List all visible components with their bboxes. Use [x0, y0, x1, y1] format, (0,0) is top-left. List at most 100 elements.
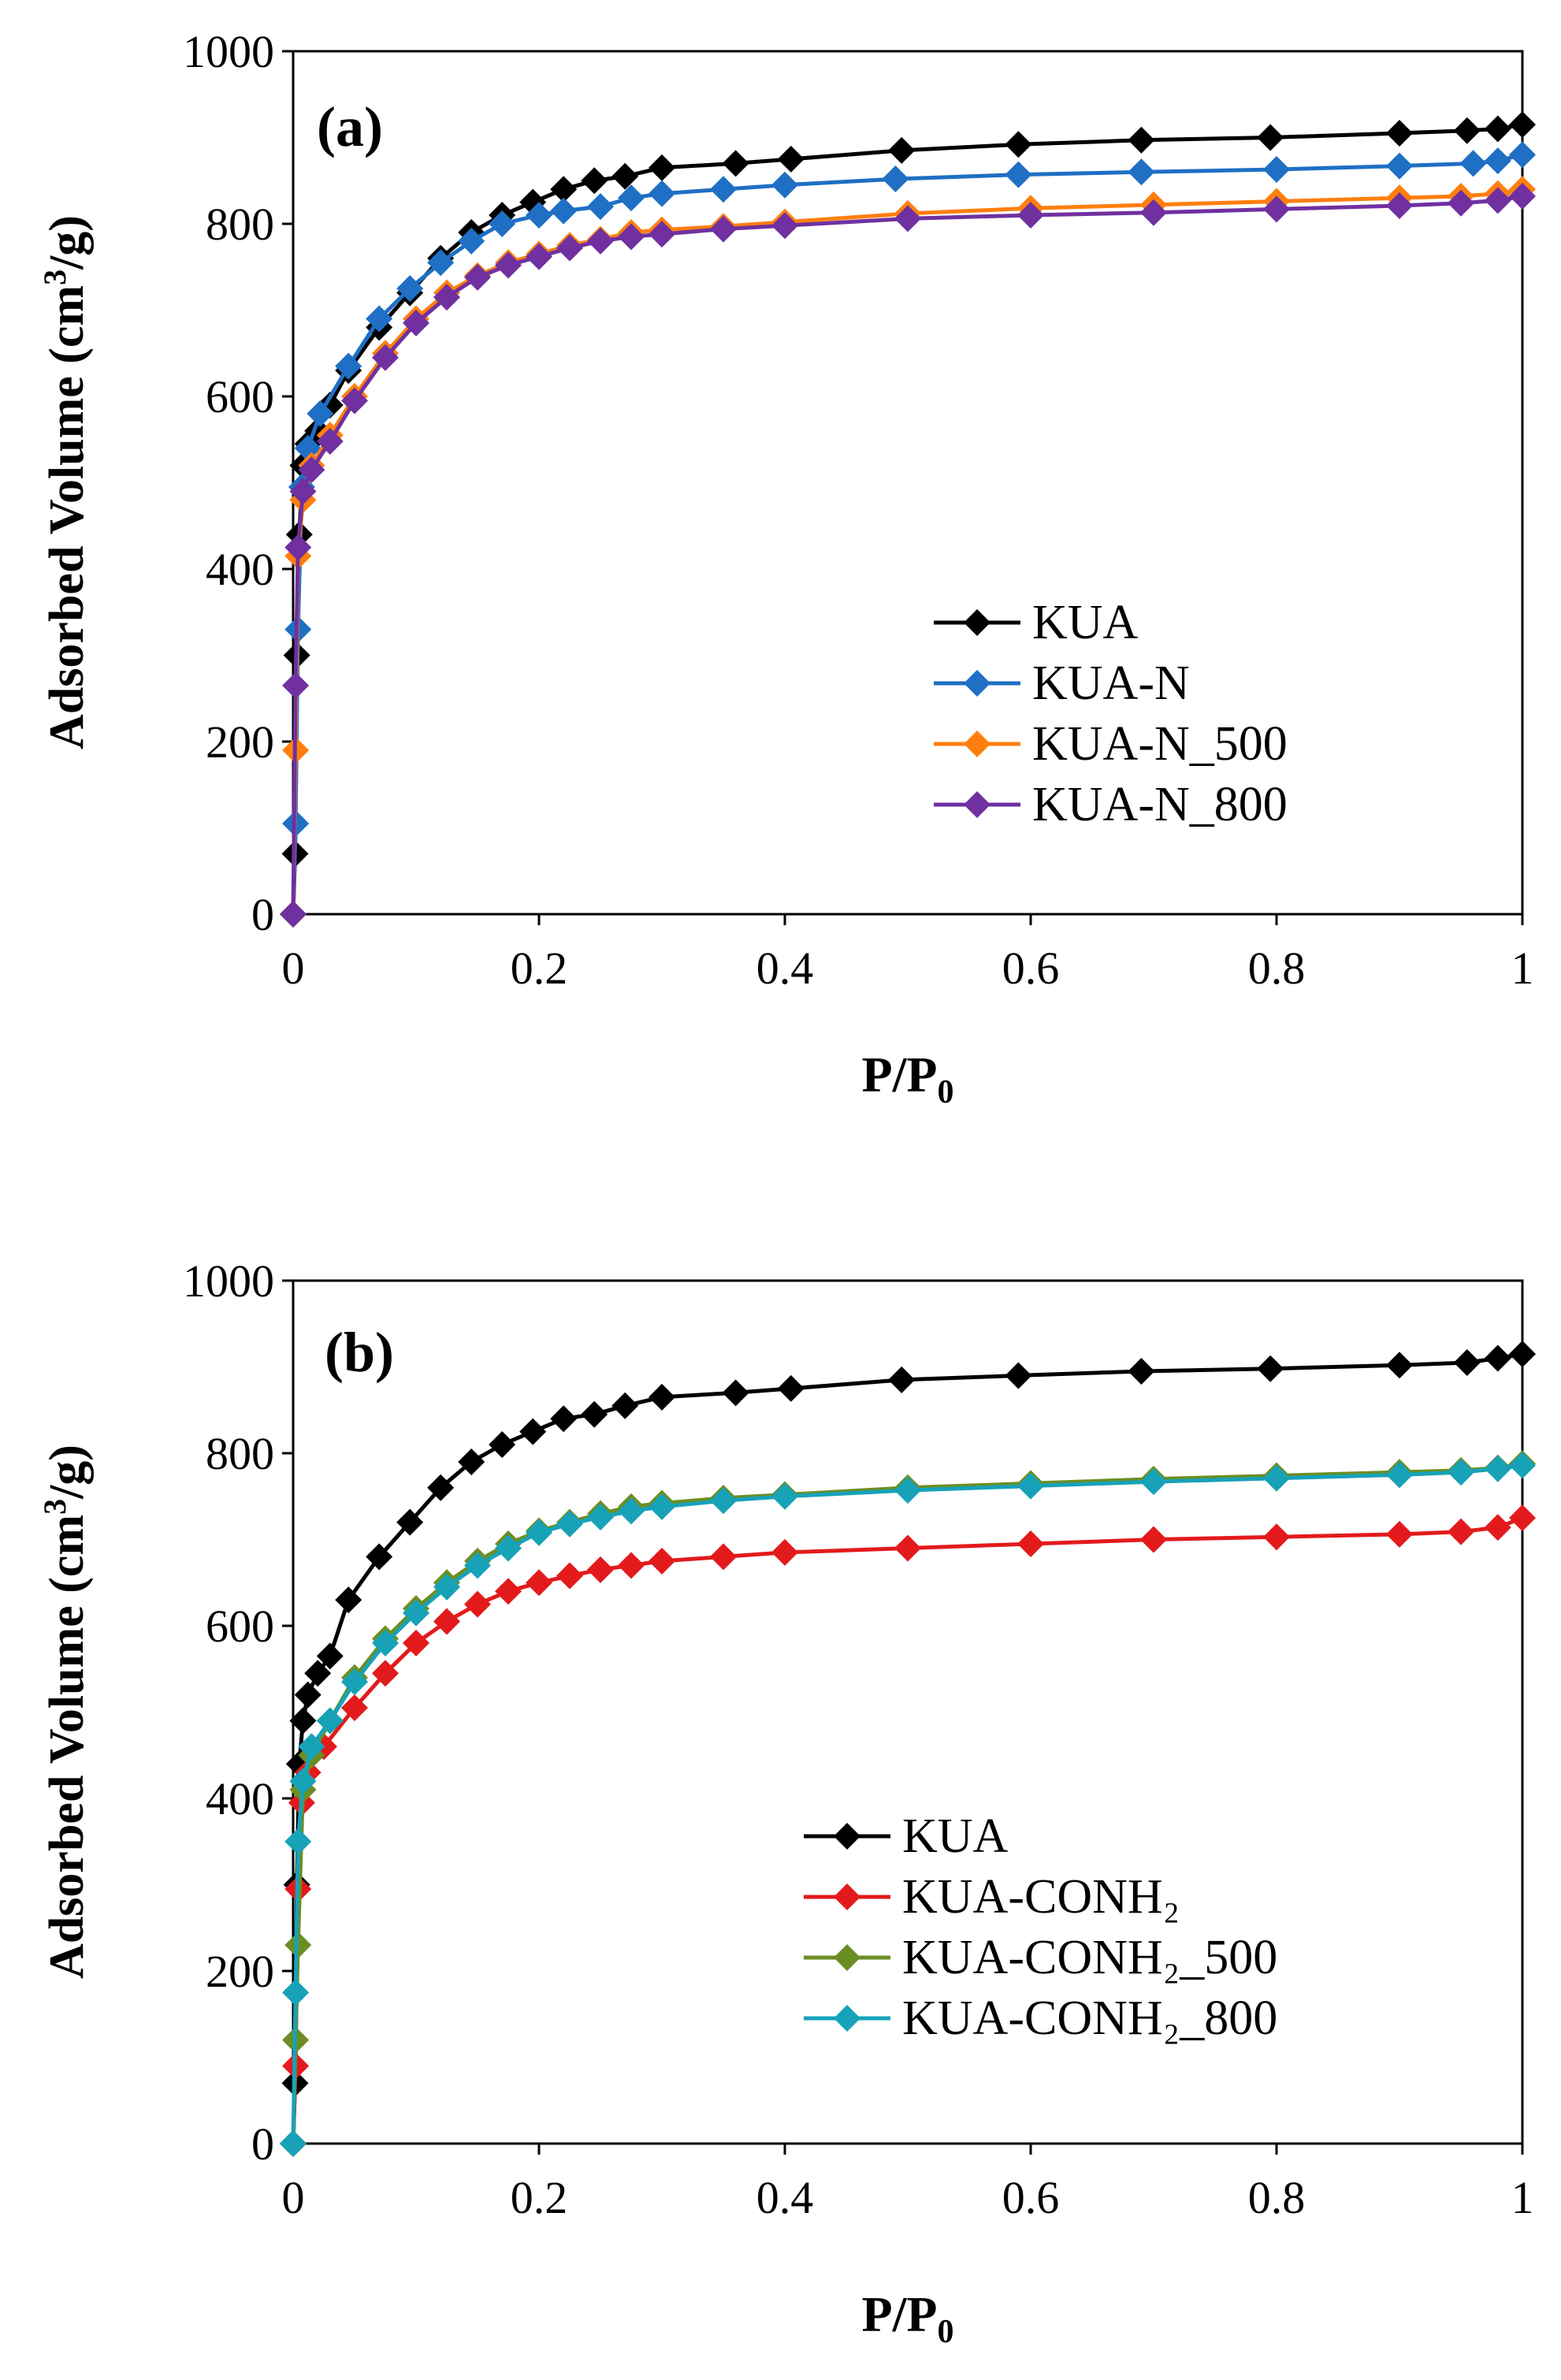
data-point [649, 180, 675, 207]
data-point [556, 1562, 583, 1590]
data-point [307, 400, 334, 427]
x-tick-label: 0.4 [756, 943, 814, 994]
data-point [495, 1578, 522, 1605]
data-point [722, 1379, 749, 1407]
data-point [1386, 152, 1413, 180]
data-point [526, 1519, 552, 1546]
data-point [649, 1547, 675, 1575]
data-point [649, 154, 675, 181]
data-point [1017, 1530, 1044, 1557]
data-point [710, 215, 737, 243]
data-point [282, 671, 310, 699]
data-point [298, 1733, 325, 1761]
data-point [649, 1383, 675, 1411]
data-point [771, 212, 798, 240]
data-point [341, 387, 368, 415]
legend-entry: KUA [934, 596, 1139, 649]
data-point [1140, 1468, 1167, 1496]
data-point [587, 193, 614, 221]
data-point [284, 534, 312, 561]
data-point [618, 223, 645, 251]
data-point [403, 1599, 429, 1627]
data-point [618, 184, 645, 212]
data-point [1484, 1455, 1511, 1482]
data-point [366, 1543, 393, 1571]
x-tick-label: 0.8 [1248, 943, 1306, 994]
legend: KUA KUA-CONH₂ KUA-CONH₂_500 KUA-CONH₂_800 [804, 1809, 1277, 2045]
data-point [1509, 182, 1536, 210]
data-point [366, 305, 393, 333]
legend-marker [964, 609, 990, 636]
data-point [888, 1366, 916, 1393]
data-point [1484, 147, 1511, 175]
data-point [284, 1828, 312, 1855]
data-point [1140, 199, 1167, 226]
data-point [458, 1448, 485, 1475]
data-point [304, 1660, 332, 1687]
data-point [316, 427, 344, 455]
data-point [1459, 150, 1487, 177]
series-kua-conh- [280, 1504, 1536, 2157]
data-point [526, 202, 552, 229]
x-tick-label: 0.6 [1002, 2172, 1060, 2223]
data-point [316, 1707, 344, 1735]
data-point [550, 197, 578, 225]
data-point [396, 1508, 424, 1536]
y-tick-label: 0 [251, 2118, 274, 2170]
data-point [316, 1642, 344, 1670]
data-point [433, 1573, 460, 1601]
data-point [372, 1629, 399, 1657]
data-point [1257, 124, 1284, 151]
legend-marker [964, 670, 990, 697]
data-point [777, 145, 805, 173]
legend-marker [964, 791, 990, 818]
data-point [1484, 1514, 1511, 1541]
data-point [1386, 1352, 1413, 1379]
data-point [1005, 161, 1032, 188]
data-point [1263, 1523, 1290, 1551]
legend-marker [964, 731, 990, 757]
y-axis-title: Adsorbed Volume (cm3/g) [37, 1445, 94, 1979]
data-point [1263, 156, 1290, 184]
legend-entry: KUA-CONH₂_500 [804, 1931, 1277, 1984]
data-point [489, 210, 516, 237]
legend-label: KUA-CONH₂_800 [902, 1991, 1277, 2045]
data-point [335, 1586, 362, 1614]
data-point [1448, 189, 1474, 217]
legend-entry: KUA-N_500 [934, 717, 1288, 771]
series-kua-conh-800 [280, 1452, 1536, 2157]
data-point [771, 171, 798, 199]
data-point [722, 150, 749, 177]
data-point [1263, 1464, 1290, 1492]
data-point [587, 227, 614, 255]
data-point [335, 352, 362, 380]
data-point [289, 478, 317, 505]
data-point [1017, 1472, 1044, 1500]
data-point [526, 1569, 552, 1597]
data-point [1128, 126, 1155, 154]
panel-a: 0 200 400 600 800 1000 0 0.2 0.4 0.6 0.8 1 (a) Ads… [37, 26, 1536, 1110]
data-point [618, 1552, 645, 1579]
series-kua-n-800 [280, 182, 1536, 928]
data-point [1509, 1504, 1536, 1532]
data-point [1484, 1344, 1511, 1372]
y-tick-label: 800 [206, 1428, 274, 1479]
data-point [1509, 111, 1536, 139]
data-point [1453, 117, 1481, 144]
data-point [1005, 1362, 1032, 1389]
x-tick-label: 0.8 [1248, 2172, 1306, 2223]
x-tick-label: 0.2 [511, 2172, 568, 2223]
y-tick-label: 0 [251, 889, 274, 940]
data-point [1263, 195, 1290, 223]
data-point [550, 176, 578, 203]
data-point [710, 1543, 737, 1571]
x-tick-label: 0.4 [756, 2172, 814, 2223]
data-point [427, 249, 455, 277]
data-point [1128, 1357, 1155, 1385]
x-tick-label: 1 [1511, 943, 1534, 994]
data-point [649, 1493, 675, 1520]
data-point [495, 251, 522, 279]
data-point [458, 227, 485, 255]
